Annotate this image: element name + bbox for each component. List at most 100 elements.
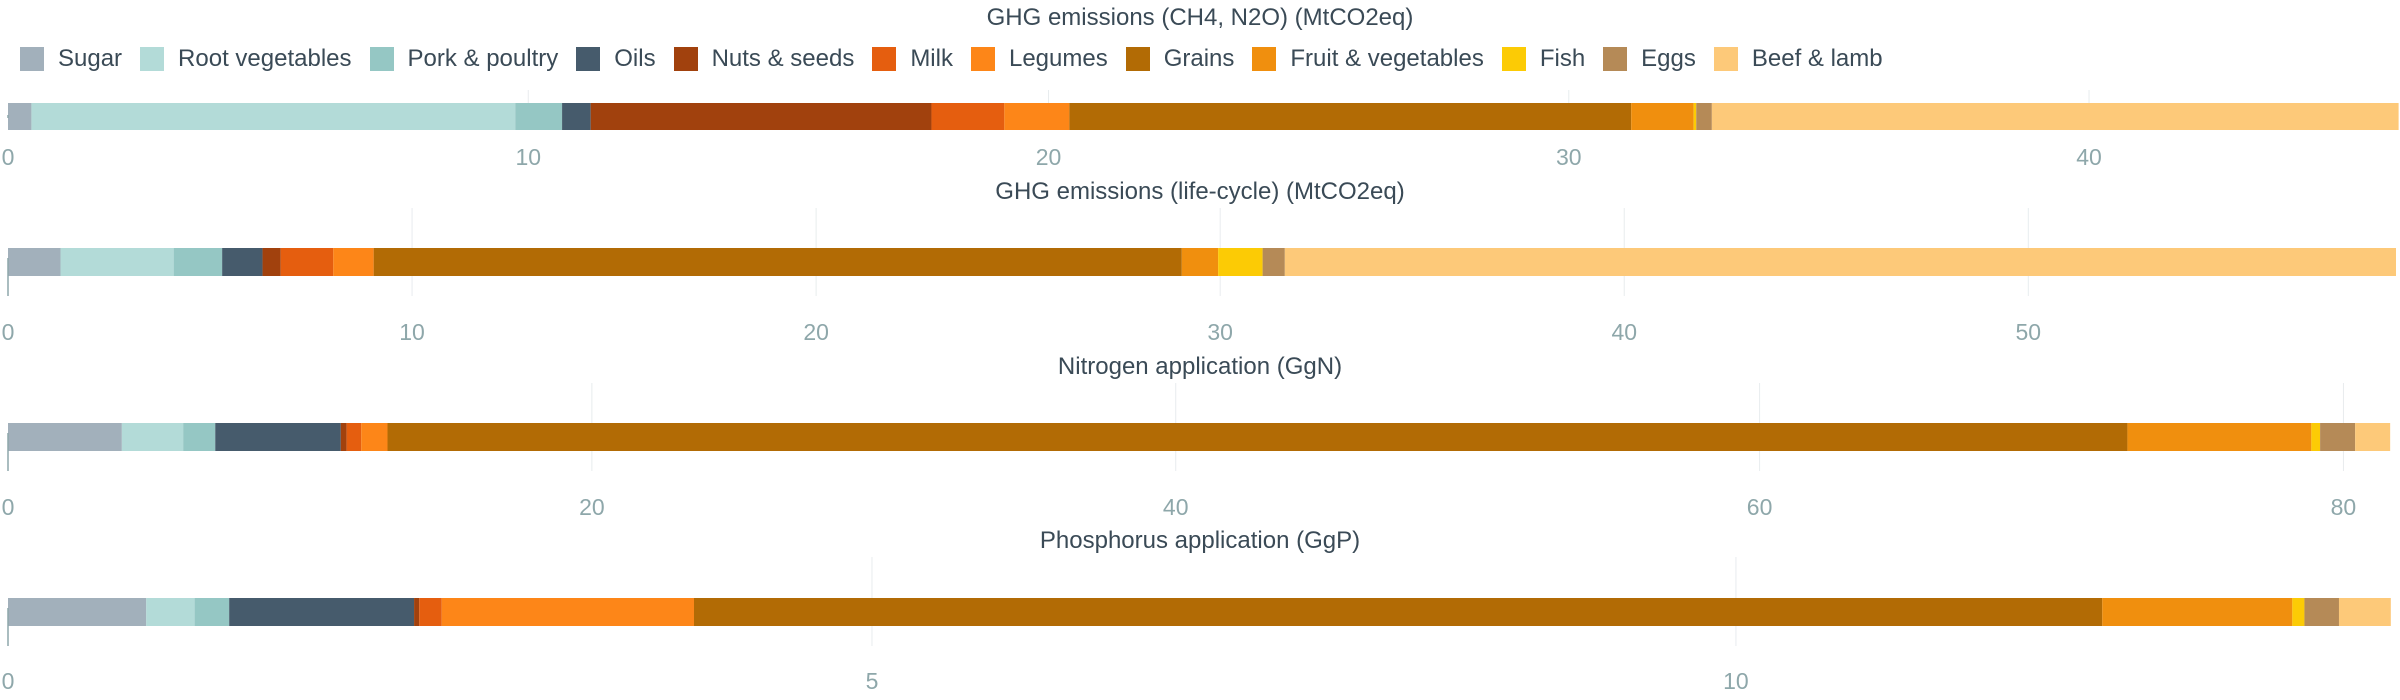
bar-segment-sugar — [8, 248, 61, 276]
legend-item[interactable]: Nuts & seeds — [673, 42, 855, 76]
bar-segment-fish — [1693, 103, 1697, 130]
panel-title: GHG emissions (CH4, N2O) (MtCO2eq) — [987, 4, 1414, 31]
panel-title: GHG emissions (life-cycle) (MtCO2eq) — [995, 178, 1404, 205]
tick-label: 30 — [1556, 144, 1582, 170]
bar-segment-milk — [346, 423, 362, 451]
bar-segment-eggs — [2320, 423, 2356, 451]
bar-segment-root-vegetables — [121, 423, 184, 451]
bar-segment-oils — [222, 248, 263, 276]
bar-segment-pork-poultry — [194, 598, 230, 626]
legend-swatch — [1501, 47, 1526, 71]
tick-label: 0 — [2, 319, 15, 345]
legend-item[interactable]: Grains — [1125, 42, 1235, 76]
legend-swatch — [1713, 47, 1738, 71]
legend-item[interactable]: Pork & poultry — [369, 42, 559, 76]
bar-segment-fish — [2311, 423, 2321, 451]
legend-swatch — [20, 47, 44, 71]
bar-segment-pork-poultry — [183, 423, 216, 451]
bar-segment-fruit-vegetables — [1181, 248, 1219, 276]
panel-title: Phosphorus application (GgP) — [1040, 527, 1360, 554]
legend-swatch — [1125, 47, 1150, 71]
legend-swatch — [1252, 47, 1277, 71]
bar-segment-oils — [229, 598, 415, 626]
bar-segment-legumes — [361, 423, 388, 451]
legend-label: Milk — [910, 45, 953, 72]
legend-swatch — [140, 47, 165, 71]
bar-segment-beef-lamb — [2355, 423, 2391, 451]
bar-segment-eggs — [2304, 598, 2339, 626]
legend-swatch — [1603, 47, 1628, 71]
tick-label: 40 — [1611, 319, 1637, 345]
bar-segment-fish — [2292, 598, 2305, 626]
tick-label: 5 — [866, 668, 879, 694]
legend-label: Sugar — [58, 45, 123, 72]
legend-item[interactable]: Eggs — [1603, 42, 1696, 76]
bar-segment-fruit-vegetables — [2102, 598, 2293, 626]
tick-label: 20 — [579, 494, 605, 520]
legend-item[interactable]: Legumes — [970, 42, 1108, 76]
bar-segment-beef-lamb — [1284, 248, 2396, 276]
legend-label: Fish — [1539, 45, 1586, 72]
tick-label: 10 — [1723, 668, 1749, 694]
tick-label: 40 — [1163, 494, 1189, 520]
bar-segment-nuts-seeds — [414, 598, 420, 626]
bar-segment-root-vegetables — [146, 598, 195, 626]
tick-label: 10 — [399, 319, 425, 345]
legend-item[interactable]: Fish — [1501, 42, 1586, 76]
bar-segment-fish — [1218, 248, 1263, 276]
bar-segment-nuts-seeds — [262, 248, 281, 276]
bar-segment-milk — [419, 598, 442, 626]
legend-item[interactable]: Milk — [872, 42, 953, 76]
bar-segment-sugar — [8, 423, 122, 451]
bar-segment-oils — [562, 103, 591, 130]
legend-item[interactable]: Beef & lamb — [1713, 42, 1883, 76]
bar-segment-legumes — [1004, 103, 1070, 130]
tick-label: 60 — [1747, 494, 1773, 520]
legend-swatch — [576, 47, 601, 71]
bar-segment-pork-poultry — [173, 248, 223, 276]
legend-swatch — [872, 47, 897, 71]
bar-segment-grains — [693, 598, 2103, 626]
legend-swatch — [673, 47, 698, 71]
legend-swatch — [369, 47, 394, 71]
bar-segment-nuts-seeds — [340, 423, 347, 451]
bar-segment-oils — [215, 423, 341, 451]
bar-segment-grains — [387, 423, 2128, 451]
legend-label: Fruit & vegetables — [1290, 45, 1484, 72]
legend-label: Oils — [614, 45, 656, 72]
legend-label: Grains — [1163, 45, 1235, 72]
bar-segment-milk — [280, 248, 334, 276]
legend-label: Pork & poultry — [407, 45, 559, 72]
bar-segment-nuts-seeds — [590, 103, 932, 130]
panel-title: Nitrogen application (GgN) — [1058, 353, 1342, 380]
tick-label: 10 — [515, 144, 541, 170]
tick-label: 30 — [1207, 319, 1233, 345]
bar-segment-legumes — [333, 248, 374, 276]
chart-legend: Sugar Root vegetables Pork & poultry Oils Nu… — [20, 42, 1901, 76]
bar-segment-grains — [1069, 103, 1632, 130]
legend-item[interactable]: Fruit & vegetables — [1252, 42, 1484, 76]
legend-label: Root vegetables — [178, 45, 352, 72]
bar-segment-root-vegetables — [31, 103, 516, 130]
legend-label: Beef & lamb — [1751, 45, 1883, 72]
legend-label: Eggs — [1641, 45, 1696, 72]
legend-swatch — [970, 47, 995, 71]
tick-label: 40 — [2076, 144, 2102, 170]
tick-label: 80 — [2331, 494, 2357, 520]
bar-segment-eggs — [1262, 248, 1285, 276]
bar-segment-sugar — [8, 598, 147, 626]
bar-segment-fruit-vegetables — [1631, 103, 1694, 130]
tick-label: 20 — [1036, 144, 1062, 170]
bar-segment-beef-lamb — [1711, 103, 2399, 130]
legend-item[interactable]: Root vegetables — [140, 42, 352, 76]
legend-item[interactable]: Sugar — [20, 42, 122, 76]
bar-segment-fruit-vegetables — [2127, 423, 2312, 451]
tick-label: 0 — [2, 668, 15, 694]
legend-label: Legumes — [1008, 45, 1108, 72]
legend-label: Nuts & seeds — [711, 45, 855, 72]
legend-item[interactable]: Oils — [576, 42, 656, 76]
bar-segment-sugar — [8, 103, 32, 130]
bar-segment-root-vegetables — [60, 248, 174, 276]
tick-label: 0 — [2, 494, 15, 520]
